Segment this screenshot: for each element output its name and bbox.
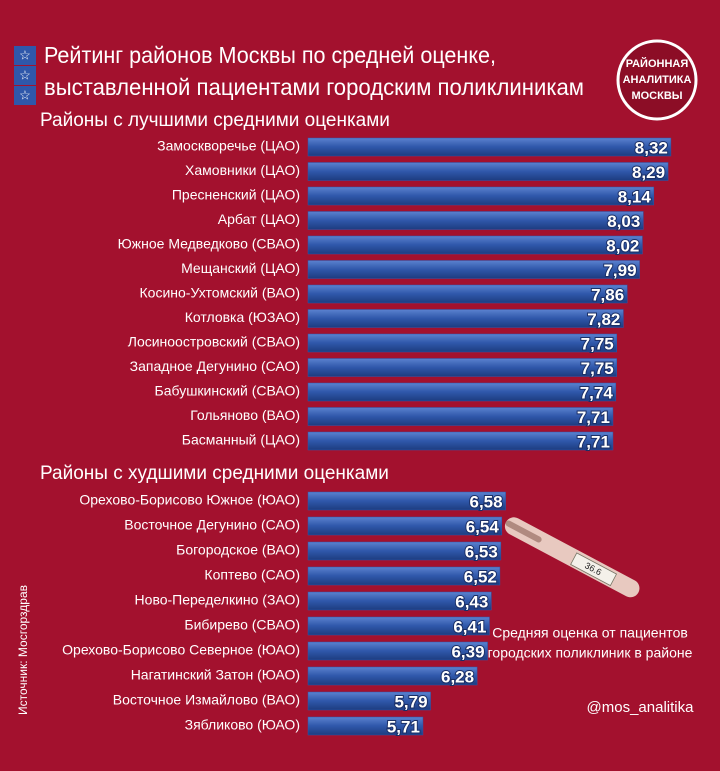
svg-text:☆: ☆ — [19, 47, 31, 62]
value-label: 7,82 — [587, 310, 620, 329]
bar — [307, 666, 478, 686]
value-label: 6,39 — [451, 642, 484, 661]
bar — [307, 235, 643, 255]
bar — [307, 591, 492, 611]
stars: ☆ ☆ ☆ — [14, 46, 36, 105]
bar — [307, 358, 617, 377]
value-label: 6,53 — [465, 542, 498, 561]
value-label: 6,43 — [455, 592, 488, 611]
value-label: 8,29 — [632, 163, 665, 182]
bar — [307, 309, 624, 328]
bar — [307, 382, 617, 402]
value-label: 7,75 — [581, 334, 614, 353]
value-label: 8,14 — [618, 187, 652, 206]
category-label: Южное Медведково (СВАО) — [118, 236, 300, 252]
category-label: Нагатинский Затон (ЮАО) — [131, 667, 300, 683]
value-label: 5,79 — [394, 692, 427, 711]
bar — [307, 491, 506, 511]
bar — [307, 516, 503, 536]
category-label: Пресненский (ЦАО) — [172, 187, 300, 203]
bar — [307, 162, 669, 181]
category-label: Мещанский (ЦАО) — [181, 260, 300, 276]
section-title: Районы с худшими средними оценками — [40, 463, 389, 484]
category-label: Орехово-Борисово Северное (ЮАО) — [62, 642, 300, 658]
bar — [307, 566, 501, 586]
category-label: Котловка (ЮЗАО) — [185, 309, 300, 325]
value-label: 6,41 — [453, 617, 486, 636]
caption-line: Средняя оценка от пациентов — [492, 625, 688, 641]
title-line: выставленной пациентами городским поликл… — [44, 74, 584, 100]
category-label: Бабушкинский (СВАО) — [155, 383, 300, 399]
value-label: 6,28 — [441, 667, 474, 686]
bar — [307, 260, 640, 279]
logo-text: МОСКВЫ — [631, 90, 682, 102]
bar — [307, 407, 614, 426]
category-label: Замоскворечье (ЦАО) — [157, 138, 300, 154]
category-label: Гольяново (ВАО) — [190, 407, 300, 423]
category-label: Орехово-Борисово Южное (ЮАО) — [79, 492, 300, 508]
bar — [307, 716, 424, 736]
value-label: 7,71 — [577, 432, 610, 451]
category-label: Косино-Ухтомский (ВАО) — [140, 285, 301, 301]
value-label: 7,75 — [581, 359, 614, 378]
bar — [307, 641, 488, 661]
category-label: Восточное Измайлово (ВАО) — [113, 692, 300, 708]
category-label: Бибирево (СВАО) — [184, 617, 300, 633]
value-label: 8,32 — [635, 138, 668, 157]
logo-text: РАЙОННАЯ — [626, 57, 689, 70]
bar — [307, 431, 614, 451]
category-label: Коптево (САО) — [204, 567, 300, 583]
svg-text:☆: ☆ — [19, 67, 31, 82]
caption-line: городских поликлиник в районе — [488, 645, 693, 661]
svg-text:☆: ☆ — [19, 87, 31, 102]
source: Источник: Мосгорздрав — [16, 585, 30, 715]
section-title: Районы с лучшими средними оценками — [40, 110, 390, 131]
value-label: 6,54 — [466, 517, 500, 536]
value-label: 7,74 — [580, 383, 614, 402]
value-label: 8,03 — [607, 212, 640, 231]
value-label: 7,99 — [603, 261, 636, 280]
bar — [307, 541, 502, 561]
bar — [307, 186, 655, 206]
bar — [307, 333, 617, 353]
value-label: 7,71 — [577, 408, 610, 427]
category-label: Восточное Дегунино (САО) — [124, 517, 300, 533]
handle: @mos_analitika — [587, 699, 695, 716]
value-label: 6,52 — [464, 567, 497, 586]
category-label: Лосиноостровский (СВАО) — [128, 334, 300, 350]
category-label: Ново-Переделкино (ЗАО) — [135, 592, 300, 608]
bar — [307, 211, 644, 230]
logo-text: АНАЛИТИКА — [623, 74, 692, 86]
category-label: Богородское (ВАО) — [176, 542, 300, 558]
category-label: Басманный (ЦАО) — [182, 432, 300, 448]
category-label: Западное Дегунино (САО) — [130, 358, 300, 374]
bar — [307, 691, 431, 711]
value-label: 8,02 — [606, 236, 639, 255]
bar — [307, 284, 628, 304]
title-line: Рейтинг районов Москвы по средней оценке… — [44, 42, 496, 68]
category-label: Зябликово (ЮАО) — [185, 717, 300, 733]
bar — [307, 616, 490, 636]
thermometer: 36.6 — [504, 517, 640, 598]
category-label: Хамовники (ЦАО) — [185, 162, 300, 178]
bar — [307, 137, 672, 157]
logo: РАЙОННАЯ АНАЛИТИКА МОСКВЫ — [616, 39, 698, 121]
value-label: 5,71 — [387, 717, 420, 736]
value-label: 6,58 — [470, 492, 503, 511]
category-label: Арбат (ЦАО) — [218, 211, 300, 227]
value-label: 7,86 — [591, 285, 624, 304]
